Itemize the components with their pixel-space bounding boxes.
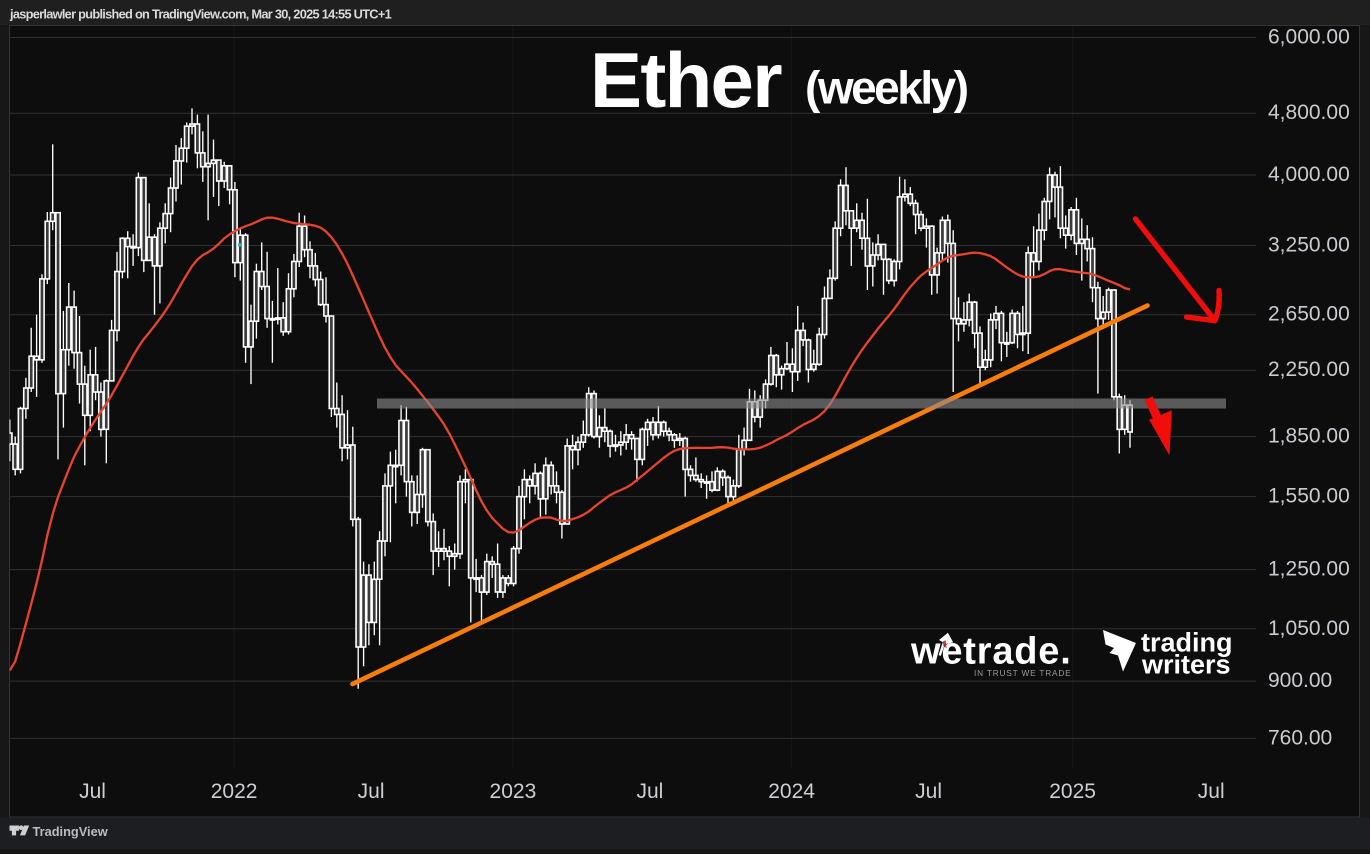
- svg-text:760.00: 760.00: [1268, 726, 1332, 749]
- svg-text:jasperlawler published on Trad: jasperlawler published on TradingView.co…: [9, 7, 392, 22]
- svg-text:2024: 2024: [768, 780, 815, 803]
- svg-text:2,250.00: 2,250.00: [1268, 358, 1350, 381]
- svg-text:3,250.00: 3,250.00: [1268, 234, 1350, 257]
- svg-text:1,250.00: 1,250.00: [1268, 558, 1350, 581]
- svg-text:Jul: Jul: [79, 780, 106, 803]
- svg-text:1,050.00: 1,050.00: [1268, 617, 1350, 640]
- svg-text:Jul: Jul: [1198, 780, 1225, 803]
- svg-text:4,800.00: 4,800.00: [1268, 101, 1350, 124]
- svg-text:IN TRUST WE TRADE: IN TRUST WE TRADE: [974, 668, 1072, 678]
- svg-text:wetrade.: wetrade.: [910, 631, 1072, 673]
- svg-text:900.00: 900.00: [1268, 669, 1332, 692]
- svg-text:writers: writers: [1141, 650, 1231, 680]
- svg-text:1,550.00: 1,550.00: [1268, 485, 1350, 508]
- svg-text:TradingView: TradingView: [33, 824, 108, 839]
- svg-text:2022: 2022: [211, 780, 258, 803]
- svg-text:2023: 2023: [490, 780, 537, 803]
- svg-text:6,000.00: 6,000.00: [1268, 26, 1350, 49]
- svg-text:Jul: Jul: [636, 780, 663, 803]
- svg-text:Ether: Ether: [590, 36, 782, 124]
- svg-text:1,850.00: 1,850.00: [1268, 425, 1350, 448]
- svg-text:(weekly): (weekly): [805, 62, 968, 114]
- svg-text:Jul: Jul: [358, 780, 385, 803]
- svg-text:2025: 2025: [1049, 780, 1096, 803]
- svg-text:trading: trading: [1141, 628, 1233, 658]
- svg-text:Jul: Jul: [915, 780, 942, 803]
- svg-text:4,000.00: 4,000.00: [1268, 163, 1350, 186]
- svg-text:2,650.00: 2,650.00: [1268, 303, 1350, 326]
